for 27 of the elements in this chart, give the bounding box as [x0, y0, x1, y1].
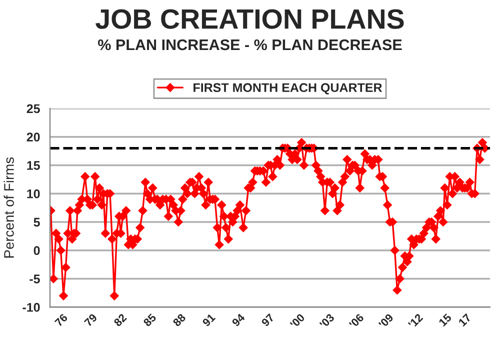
x-tick-label: '12: [408, 313, 424, 329]
x-tick-label: 94: [231, 312, 246, 327]
y-tick-label: 0: [34, 246, 40, 256]
x-tick-label: '06: [348, 313, 364, 329]
y-tick-label: 25: [26, 104, 40, 114]
legend-label: FIRST MONTH EACH QUARTER: [194, 83, 382, 94]
x-tick-label: 91: [202, 313, 216, 327]
x-tick-label: 79: [84, 313, 98, 327]
y-tick-label: -10: [22, 302, 40, 312]
x-tick-label: 15: [438, 313, 452, 327]
y-tick-label: 15: [27, 161, 40, 170]
y-tick-label: 20: [26, 132, 40, 142]
chart-subtitle: % PLAN INCREASE - % PLAN DECREASE: [98, 39, 402, 50]
y-tick-label: 5: [34, 218, 40, 227]
x-tick-label: '03: [319, 313, 335, 329]
y-tick-label: -5: [30, 274, 40, 284]
x-tick-label: 88: [172, 313, 186, 327]
x-tick-label: 76: [54, 313, 68, 327]
y-axis-title: Percent of Firms: [4, 157, 14, 258]
chart-title: JOB CREATION PLANS: [96, 9, 404, 29]
x-tick-label: 85: [142, 313, 157, 327]
x-tick-label: 17: [458, 313, 472, 327]
x-tick-label: 82: [113, 313, 128, 327]
x-tick-label: 97: [260, 313, 275, 327]
y-tick-label: 10: [27, 189, 40, 198]
x-tick-label: '09: [378, 313, 394, 329]
x-tick-label: '00: [290, 313, 306, 329]
